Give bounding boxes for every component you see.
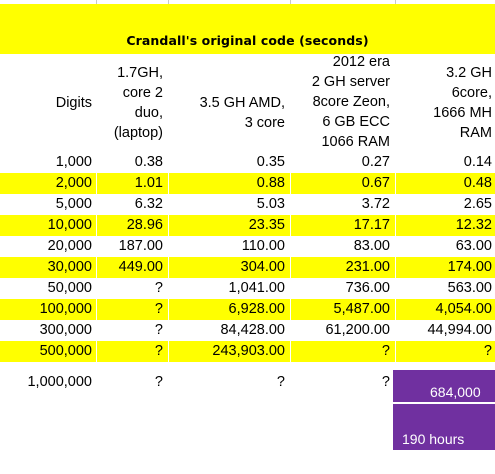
header-sixcore-line: 1666 MH xyxy=(433,105,492,121)
cell-digits[interactable]: 2,000 xyxy=(55,175,92,191)
header-server[interactable]: 2012 era 2 GH server 8core Zeon, 6 GB EC… xyxy=(290,54,390,150)
table-row: 30,000 449.00 304.00 231.00 174.00 xyxy=(0,257,495,278)
cell-amd[interactable]: 84,428.00 xyxy=(220,322,285,338)
cell-laptop[interactable]: ? xyxy=(154,322,163,338)
cell-laptop[interactable]: ? xyxy=(154,280,163,296)
header-digits-label: Digits xyxy=(55,95,92,111)
cell-sixcore[interactable]: ? xyxy=(483,343,492,359)
header-laptop-line: 1.7GH, xyxy=(117,65,163,81)
header-laptop-line: core 2 xyxy=(122,85,163,101)
cell-server[interactable]: ? xyxy=(381,374,390,390)
cell-amd[interactable]: 110.00 xyxy=(241,238,285,254)
cell-digits[interactable]: 10,000 xyxy=(47,217,92,233)
cell-laptop[interactable]: ? xyxy=(154,301,163,317)
estimate-hours-cell[interactable]: 190 hours xyxy=(393,404,495,450)
cell-server[interactable]: 5,487.00 xyxy=(333,301,390,317)
cell-amd[interactable]: 23.35 xyxy=(248,217,285,233)
estimate-seconds-value: 684,000 xyxy=(430,384,481,400)
cell-server[interactable]: ? xyxy=(381,343,390,359)
cell-digits[interactable]: 20,000 xyxy=(47,238,92,254)
cell-sixcore[interactable]: 44,994.00 xyxy=(427,322,492,338)
table-row: 1,000,000 ? ? ? xyxy=(0,367,495,401)
cell-digits[interactable]: 30,000 xyxy=(47,259,92,275)
cell-digits[interactable]: 100,000 xyxy=(39,301,92,317)
column-gridlines xyxy=(0,0,495,4)
cell-sixcore[interactable]: 0.14 xyxy=(463,154,492,170)
header-server-line: 2012 era xyxy=(332,54,390,70)
table-row: 100,000 ? 6,928.00 5,487.00 4,054.00 xyxy=(0,299,495,320)
cell-server[interactable]: 17.17 xyxy=(353,217,390,233)
cell-server[interactable]: 3.72 xyxy=(361,196,390,212)
cell-sixcore[interactable]: 4,054.00 xyxy=(435,301,492,317)
header-laptop-line: (laptop) xyxy=(113,125,163,141)
header-laptop-line: duo, xyxy=(134,105,163,121)
header-server-line: 6 GB ECC xyxy=(322,114,390,130)
cell-server[interactable]: 231.00 xyxy=(345,259,390,275)
table-row: 5,000 6.32 5.03 3.72 2.65 xyxy=(0,194,495,215)
cell-server[interactable]: 0.27 xyxy=(361,154,390,170)
header-laptop[interactable]: 1.7GH, core 2 duo, (laptop) xyxy=(96,54,163,150)
cell-server[interactable]: 83.00 xyxy=(353,238,390,254)
header-sixcore-line: 6core, xyxy=(451,85,492,101)
title-row[interactable] xyxy=(0,4,495,54)
cell-server[interactable]: 61,200.00 xyxy=(325,322,390,338)
table-row: 20,000 187.00 110.00 83.00 63.00 xyxy=(0,236,495,257)
cell-amd[interactable]: 5.03 xyxy=(256,196,285,212)
cell-digits[interactable]: 5,000 xyxy=(55,196,92,212)
cell-amd[interactable]: 243,903.00 xyxy=(212,343,285,359)
cell-laptop[interactable]: 449.00 xyxy=(118,259,163,275)
cell-digits[interactable]: 300,000 xyxy=(39,322,92,338)
cell-laptop[interactable]: 6.32 xyxy=(134,196,163,212)
header-amd-line: 3.5 GH AMD, xyxy=(199,95,285,111)
header-sixcore-line: 3.2 GH xyxy=(446,65,492,81)
cell-digits[interactable]: 50,000 xyxy=(47,280,92,296)
cell-amd[interactable]: 1,041.00 xyxy=(228,280,285,296)
header-digits[interactable]: Digits xyxy=(0,54,92,150)
cell-server[interactable]: 736.00 xyxy=(345,280,390,296)
cell-amd[interactable]: 6,928.00 xyxy=(228,301,285,317)
estimate-hours-value: 190 hours xyxy=(402,431,465,447)
header-server-line: 1066 RAM xyxy=(321,134,390,150)
header-amd-line: 3 core xyxy=(244,115,285,131)
cell-sixcore[interactable]: 563.00 xyxy=(447,280,492,296)
cell-server[interactable]: 0.67 xyxy=(361,175,390,191)
cell-amd[interactable]: 304.00 xyxy=(240,259,285,275)
cell-digits[interactable]: 1,000 xyxy=(55,154,92,170)
table-row: 1,000 0.38 0.35 0.27 0.14 xyxy=(0,152,495,173)
cell-amd[interactable]: 0.88 xyxy=(256,175,285,191)
header-server-line: 2 GH server xyxy=(311,74,390,90)
cell-sixcore[interactable]: 174.00 xyxy=(447,259,492,275)
cell-laptop[interactable]: 28.96 xyxy=(126,217,163,233)
header-server-line: 8core Zeon, xyxy=(312,94,390,110)
cell-digits[interactable]: 500,000 xyxy=(39,343,92,359)
cell-sixcore[interactable]: 63.00 xyxy=(455,238,492,254)
cell-laptop[interactable]: 1.01 xyxy=(134,175,163,191)
cell-sixcore[interactable]: 12.32 xyxy=(455,217,492,233)
sheet-title: Crandall's original code (seconds) xyxy=(126,33,369,48)
cell-digits[interactable]: 1,000,000 xyxy=(27,374,92,390)
cell-laptop[interactable]: 0.38 xyxy=(134,154,163,170)
cell-laptop[interactable]: ? xyxy=(154,343,163,359)
table-row: 50,000 ? 1,041.00 736.00 563.00 xyxy=(0,278,495,299)
header-sixcore[interactable]: 3.2 GH 6core, 1666 MH RAM xyxy=(395,54,492,150)
spreadsheet-grid: Crandall's original code (seconds) Digit… xyxy=(0,0,495,450)
estimate-seconds-cell[interactable]: 684,000 xyxy=(393,370,495,402)
cell-sixcore[interactable]: 2.65 xyxy=(463,196,492,212)
table-row: 300,000 ? 84,428.00 61,200.00 44,994.00 xyxy=(0,320,495,341)
cell-laptop[interactable]: ? xyxy=(154,374,163,390)
cell-amd[interactable]: 0.35 xyxy=(256,154,285,170)
table-row: 2,000 1.01 0.88 0.67 0.48 xyxy=(0,173,495,194)
cell-laptop[interactable]: 187.00 xyxy=(118,238,163,254)
table-row: 500,000 ? 243,903.00 ? ? xyxy=(0,341,495,362)
header-sixcore-line: RAM xyxy=(459,125,492,141)
cell-amd[interactable]: ? xyxy=(276,374,285,390)
table-row: 10,000 28.96 23.35 17.17 12.32 xyxy=(0,215,495,236)
cell-sixcore[interactable]: 0.48 xyxy=(463,175,492,191)
header-amd[interactable]: 3.5 GH AMD, 3 core xyxy=(168,54,285,150)
